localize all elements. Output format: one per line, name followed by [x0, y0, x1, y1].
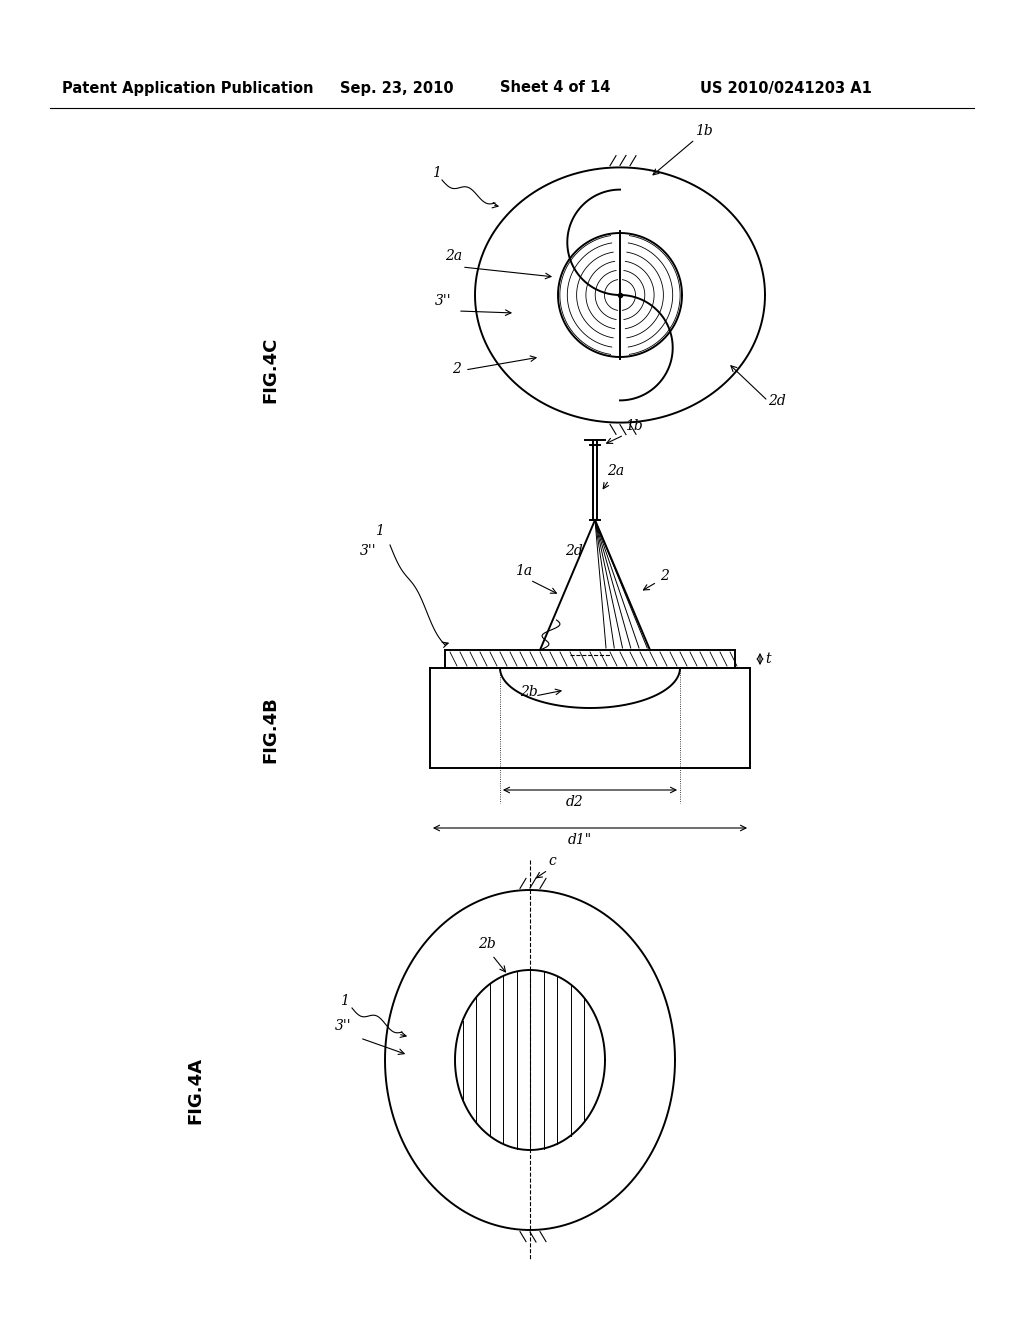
Text: 1a: 1a	[515, 564, 532, 578]
Text: d1": d1"	[568, 833, 592, 847]
Text: 1b: 1b	[695, 124, 713, 139]
Text: 2d: 2d	[768, 393, 785, 408]
Text: Sep. 23, 2010: Sep. 23, 2010	[340, 81, 454, 95]
Text: 2a: 2a	[607, 465, 624, 478]
Text: 3'': 3''	[335, 1019, 351, 1034]
Text: c: c	[548, 854, 556, 869]
Text: FIG.4C: FIG.4C	[261, 337, 279, 403]
Text: FIG.4A: FIG.4A	[186, 1056, 204, 1123]
Text: 1: 1	[340, 994, 349, 1008]
Text: Sheet 4 of 14: Sheet 4 of 14	[500, 81, 610, 95]
Text: 2d: 2d	[565, 544, 583, 558]
Text: 2: 2	[452, 362, 461, 376]
Text: t: t	[765, 652, 771, 667]
Text: 2: 2	[660, 569, 669, 583]
Text: 3'': 3''	[360, 544, 377, 558]
Text: FIG.4B: FIG.4B	[261, 697, 279, 763]
Text: 3'': 3''	[435, 294, 452, 308]
Text: US 2010/0241203 A1: US 2010/0241203 A1	[700, 81, 871, 95]
Text: 1: 1	[432, 166, 441, 180]
Text: 1b: 1b	[625, 418, 643, 433]
Text: 2b: 2b	[520, 685, 538, 700]
Text: 2a: 2a	[445, 249, 462, 263]
Text: 2b: 2b	[478, 937, 496, 950]
Text: Patent Application Publication: Patent Application Publication	[62, 81, 313, 95]
Text: 1: 1	[375, 524, 384, 539]
Text: d2: d2	[566, 795, 584, 809]
